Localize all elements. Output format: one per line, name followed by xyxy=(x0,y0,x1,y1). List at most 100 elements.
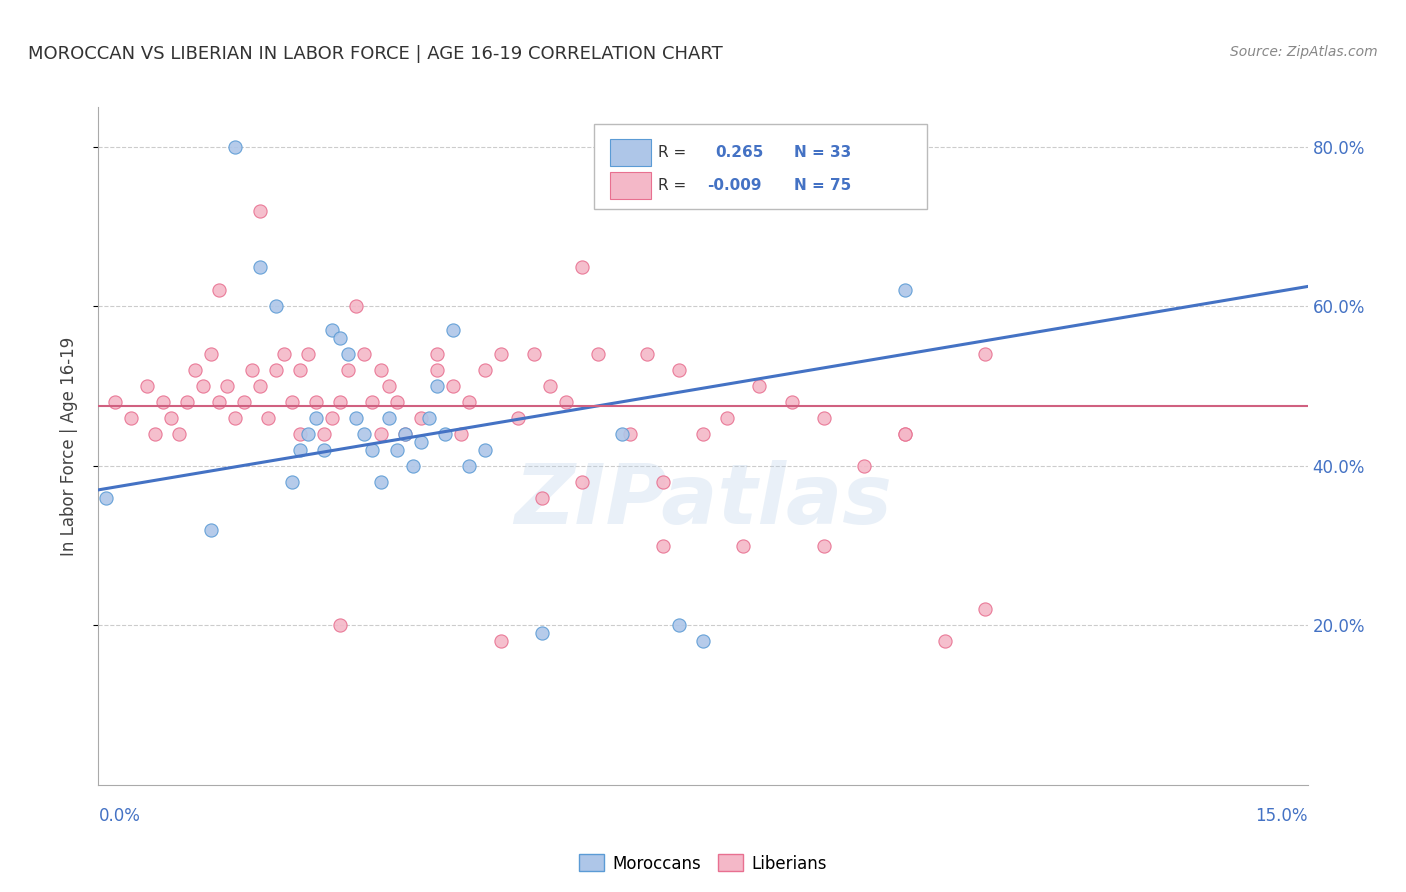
Point xyxy=(612,427,634,442)
Point xyxy=(441,379,464,393)
Point xyxy=(394,427,416,442)
Point xyxy=(813,539,835,553)
FancyBboxPatch shape xyxy=(610,139,651,166)
Text: MOROCCAN VS LIBERIAN IN LABOR FORCE | AGE 16-19 CORRELATION CHART: MOROCCAN VS LIBERIAN IN LABOR FORCE | AG… xyxy=(28,45,723,62)
Point xyxy=(353,427,375,442)
Point xyxy=(586,347,609,361)
Point xyxy=(344,411,367,425)
Point xyxy=(208,284,231,298)
Point xyxy=(506,411,529,425)
Point xyxy=(321,411,343,425)
Point xyxy=(256,411,278,425)
Point xyxy=(692,634,714,648)
Point xyxy=(426,347,449,361)
Point xyxy=(176,395,198,409)
Point xyxy=(288,442,311,457)
Point xyxy=(491,347,513,361)
Point xyxy=(208,395,231,409)
Point xyxy=(264,300,287,314)
Point xyxy=(329,618,352,632)
Point xyxy=(668,363,690,377)
Point xyxy=(813,411,835,425)
Legend: Moroccans, Liberians: Moroccans, Liberians xyxy=(572,847,834,880)
Point xyxy=(571,260,593,274)
Point xyxy=(538,379,561,393)
Text: N = 33: N = 33 xyxy=(793,145,851,160)
Point xyxy=(434,427,457,442)
Point xyxy=(853,458,876,473)
Text: Source: ZipAtlas.com: Source: ZipAtlas.com xyxy=(1230,45,1378,59)
Point xyxy=(232,395,254,409)
Text: N = 75: N = 75 xyxy=(793,178,851,194)
Point xyxy=(692,427,714,442)
Point xyxy=(96,491,118,505)
Point xyxy=(152,395,174,409)
Point xyxy=(224,140,246,154)
Point xyxy=(418,411,440,425)
Point xyxy=(249,203,271,218)
Point xyxy=(288,363,311,377)
Point xyxy=(297,347,319,361)
Point xyxy=(458,458,481,473)
Point xyxy=(361,395,384,409)
Point xyxy=(377,411,399,425)
Point xyxy=(314,442,336,457)
Point xyxy=(571,475,593,489)
Point xyxy=(555,395,578,409)
Point xyxy=(200,523,222,537)
Point xyxy=(314,427,336,442)
Point xyxy=(337,363,360,377)
Text: 15.0%: 15.0% xyxy=(1256,807,1308,825)
Point xyxy=(474,442,496,457)
FancyBboxPatch shape xyxy=(595,124,927,209)
Text: ZIPatlas: ZIPatlas xyxy=(515,459,891,541)
FancyBboxPatch shape xyxy=(610,172,651,200)
Point xyxy=(450,427,472,442)
Point xyxy=(733,539,755,553)
Point xyxy=(748,379,770,393)
Point xyxy=(217,379,239,393)
Point xyxy=(305,395,328,409)
Point xyxy=(281,395,304,409)
Point xyxy=(409,435,432,450)
Point xyxy=(474,363,496,377)
Point xyxy=(281,475,304,489)
Point xyxy=(668,618,690,632)
Point xyxy=(651,539,673,553)
Point xyxy=(402,458,425,473)
Point xyxy=(780,395,803,409)
Y-axis label: In Labor Force | Age 16-19: In Labor Force | Age 16-19 xyxy=(59,336,77,556)
Point xyxy=(491,634,513,648)
Point xyxy=(619,427,641,442)
Point xyxy=(426,363,449,377)
Point xyxy=(167,427,190,442)
Point xyxy=(409,411,432,425)
Point xyxy=(329,395,352,409)
Point xyxy=(337,347,360,361)
Point xyxy=(297,427,319,442)
Point xyxy=(160,411,183,425)
Point xyxy=(636,347,658,361)
Point xyxy=(394,427,416,442)
Point xyxy=(193,379,215,393)
Point xyxy=(974,602,997,616)
Point xyxy=(651,475,673,489)
Point xyxy=(273,347,295,361)
Point xyxy=(103,395,125,409)
Point xyxy=(934,634,956,648)
Point xyxy=(184,363,207,377)
Point xyxy=(143,427,166,442)
Point xyxy=(377,379,399,393)
Point xyxy=(249,260,271,274)
Point xyxy=(893,427,915,442)
Text: R =: R = xyxy=(658,145,686,160)
Text: -0.009: -0.009 xyxy=(707,178,761,194)
Point xyxy=(321,323,343,337)
Point xyxy=(224,411,246,425)
Point xyxy=(249,379,271,393)
Point xyxy=(329,331,352,345)
Point xyxy=(385,395,408,409)
Point xyxy=(240,363,263,377)
Point xyxy=(530,491,553,505)
Text: R =: R = xyxy=(658,178,686,194)
